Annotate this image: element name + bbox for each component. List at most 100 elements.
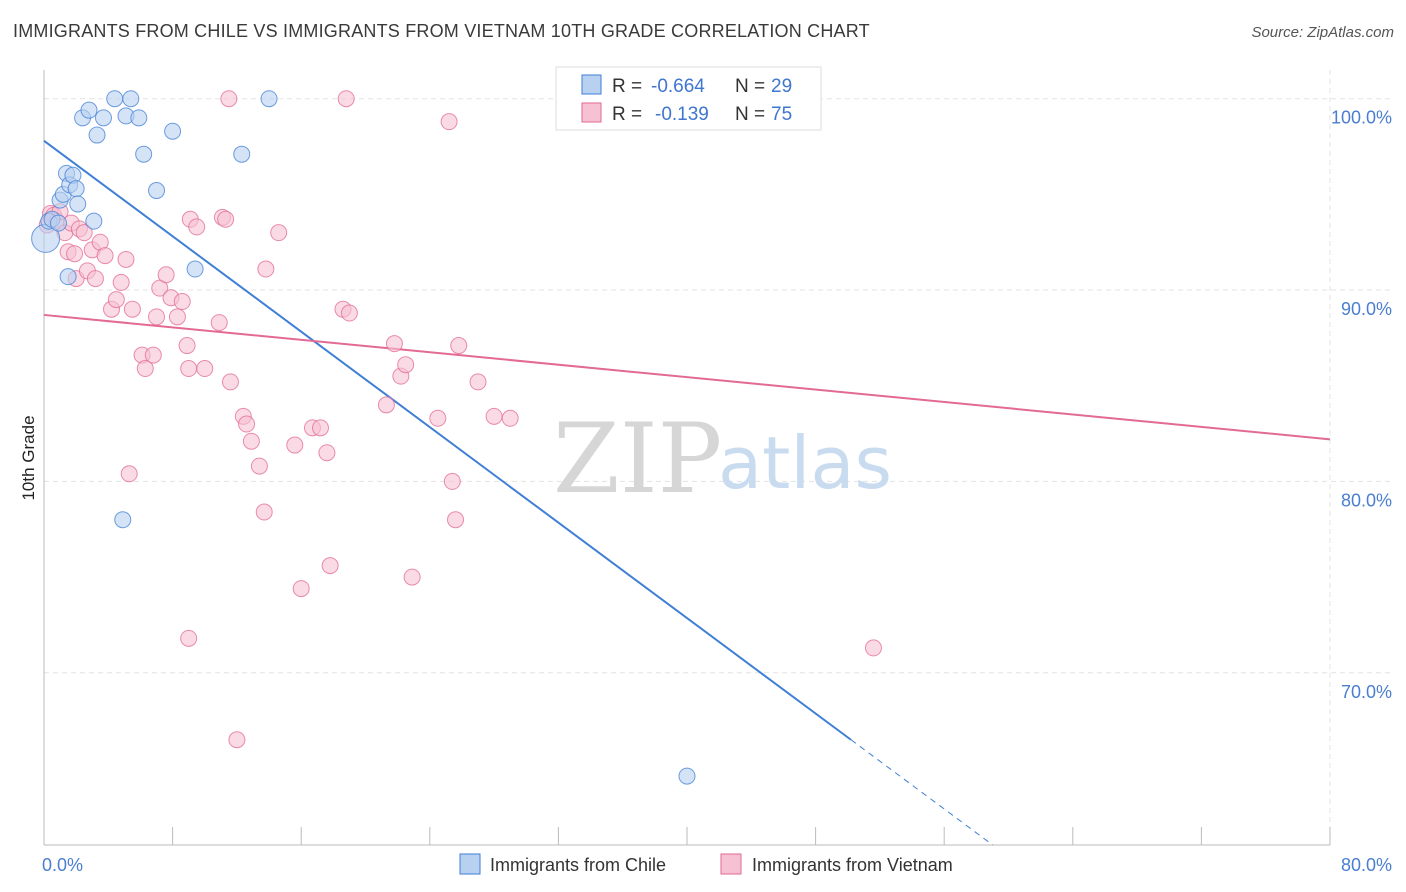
chile-point [130, 109, 148, 127]
vietnam-point [188, 218, 206, 236]
chile-trend-extension [850, 739, 994, 846]
chile-point [233, 145, 251, 163]
vietnam-point [221, 373, 239, 391]
vietnam-point [107, 291, 125, 309]
y-tick-label: 70.0% [1341, 682, 1392, 702]
vietnam-point [255, 503, 273, 521]
y-tick-label: 100.0% [1331, 108, 1392, 128]
chart-title: IMMIGRANTS FROM CHILE VS IMMIGRANTS FROM… [13, 21, 870, 41]
vietnam-point [112, 273, 130, 291]
stats-r-value-chile: -0.664 [651, 76, 705, 97]
y-axis-label: 10th Grade [19, 415, 38, 500]
vietnam-point [377, 396, 395, 414]
watermark-zip: ZIP [553, 403, 722, 515]
chile-point [678, 767, 696, 785]
vietnam-point [292, 580, 310, 598]
stats-r-label-vietnam: R = [612, 104, 642, 125]
vietnam-point [86, 270, 104, 288]
vietnam-point [144, 346, 162, 364]
chile-point [114, 511, 132, 529]
chile-point [94, 109, 112, 127]
stats-swatch-vietnam [581, 102, 602, 123]
vietnam-point [397, 356, 415, 374]
vietnam-point [485, 407, 503, 425]
chile-point [135, 145, 153, 163]
vietnam-point [173, 293, 191, 311]
vietnam-point [75, 224, 93, 242]
vietnam-point [168, 308, 186, 326]
vietnam-point [337, 90, 355, 108]
watermark-atlas: atlas [718, 421, 892, 505]
vietnam-point [117, 250, 135, 268]
vietnam-point [429, 409, 447, 427]
vietnam-point [210, 314, 228, 332]
stats-swatch-chile [581, 74, 602, 95]
y-tick-label: 80.0% [1341, 490, 1392, 510]
chile-point [260, 90, 278, 108]
vietnam-point [447, 511, 465, 529]
vietnam-point [440, 113, 458, 131]
vietnam-point [148, 308, 166, 326]
stats-n-label-vietnam: N = [735, 104, 765, 125]
chile-point [85, 212, 103, 230]
vietnam-point [96, 247, 114, 265]
vietnam-point [501, 409, 519, 427]
legend-swatch-chile [459, 853, 481, 875]
chile-point [106, 90, 124, 108]
stats-r-value-vietnam: -0.139 [655, 104, 709, 125]
chile-point [164, 122, 182, 140]
chile-point [49, 214, 67, 232]
vietnam-point [286, 436, 304, 454]
vietnam-point [228, 731, 246, 749]
vietnam-point [318, 444, 336, 462]
chile-point [80, 101, 98, 119]
legend-label-chile: Immigrants from Chile [490, 855, 666, 875]
data-points [31, 90, 882, 785]
vietnam-point [450, 337, 468, 355]
stats-r-label-chile: R = [612, 76, 642, 97]
vietnam-point [120, 465, 138, 483]
stats-n-label-chile: N = [735, 76, 765, 97]
vietnam-point [257, 260, 275, 278]
chile-point [122, 90, 140, 108]
chile-point [67, 180, 85, 198]
vietnam-point [250, 457, 268, 475]
stats-n-value-vietnam: 75 [771, 104, 792, 125]
legend-swatch-vietnam [720, 853, 742, 875]
chile-point [88, 126, 106, 144]
vietnam-point [385, 335, 403, 353]
vietnam-point [469, 373, 487, 391]
grid-lines [44, 70, 1392, 845]
vietnam-point [178, 337, 196, 355]
chile-trend-line [43, 139, 852, 741]
vietnam-point [66, 245, 84, 263]
x-tick-labels: 0.0% 80.0% [42, 855, 1392, 875]
vietnam-point [123, 300, 141, 318]
vietnam-point [443, 472, 461, 490]
chile-point [186, 260, 204, 278]
legend: Immigrants from Chile Immigrants from Vi… [459, 853, 953, 875]
watermark: ZIP atlas [553, 403, 892, 515]
vietnam-point [220, 90, 238, 108]
vietnam-point [180, 629, 198, 647]
stats-box: R = -0.664 N = 29 R = -0.139 N = 75 [555, 66, 822, 131]
vietnam-trend-line [43, 313, 1331, 441]
vietnam-point [311, 419, 329, 437]
chile-point [59, 268, 77, 286]
trend-lines [43, 139, 1331, 846]
x-tick-label: 0.0% [42, 855, 83, 875]
chart-source: Source: ZipAtlas.com [1251, 24, 1394, 41]
axes [43, 70, 1331, 846]
y-tick-labels: 70.0% 80.0% 90.0% 100.0% [1331, 108, 1392, 702]
legend-label-vietnam: Immigrants from Vietnam [752, 855, 953, 875]
vietnam-point [403, 568, 421, 586]
chile-point [148, 182, 166, 200]
vietnam-point [340, 304, 358, 322]
vietnam-point [217, 210, 235, 228]
vietnam-point [864, 639, 882, 657]
x-tick-label: 80.0% [1341, 855, 1392, 875]
vietnam-point [321, 557, 339, 575]
vietnam-point [242, 432, 260, 450]
y-tick-label: 90.0% [1341, 299, 1392, 319]
